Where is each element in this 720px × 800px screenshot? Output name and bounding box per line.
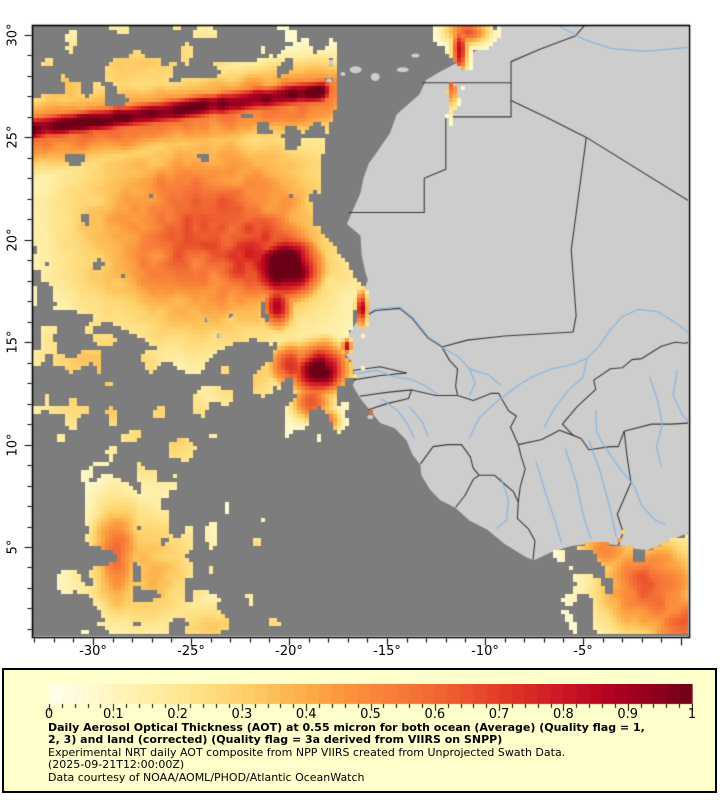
colorbar-tick-label: 0.5 [360, 707, 381, 722]
colorbar-tick-label: 1 [687, 707, 697, 722]
legend-caption: Daily Aerosol Optical Thickness (AOT) at… [48, 721, 708, 784]
colorbar-tick-label: 0.4 [295, 707, 317, 722]
lon-tick-label: -30° [79, 644, 107, 659]
lon-tick-label: -10° [471, 644, 499, 659]
colorbar-tick-label: 0.9 [617, 707, 639, 722]
lon-tick-label: -15° [373, 644, 401, 659]
lat-tick-label: 15° [5, 330, 21, 354]
legend-title-line2: 2, 3) and land (corrected) (Quality flag… [48, 733, 503, 747]
legend-panel: 0 0.1 0.2 0.3 0.4 0.5 0.6 0.7 0.8 0.9 1 Daily Aero… [2, 668, 717, 793]
lon-tick-label: -25° [177, 644, 205, 659]
legend-subtitle: Experimental NRT daily AOT composite fro… [48, 745, 566, 759]
colorbar-tick-label: 0.7 [488, 707, 510, 722]
map-canvas [0, 0, 720, 666]
colorbar-tick-label: 0.6 [424, 707, 446, 722]
lon-tick-label: -5° [573, 644, 593, 659]
colorbar-tick-label: 0.1 [102, 707, 124, 722]
lon-tick-label: -20° [275, 644, 303, 659]
lat-tick-label: 10° [5, 433, 21, 457]
colorbar-tick-label: 0 [44, 707, 54, 722]
colorbar-tick-label: 0.8 [553, 707, 574, 722]
lat-tick-label: 20° [5, 228, 21, 252]
lat-tick-label: 5° [5, 539, 21, 555]
legend-title-line1: Daily Aerosol Optical Thickness (AOT) at… [48, 721, 645, 734]
colorbar-tick-label: 0.2 [167, 707, 188, 722]
legend-credit: Data courtesy of NOAA/AOML/PHOD/Atlantic… [48, 770, 365, 784]
colorbar [48, 684, 693, 713]
legend-timestamp: (2025-09-21T12:00:00Z) [48, 758, 185, 772]
lat-tick-label: 25° [5, 125, 21, 149]
colorbar-tick-label: 0.3 [231, 707, 253, 722]
lat-tick-label: 30° [5, 23, 21, 47]
